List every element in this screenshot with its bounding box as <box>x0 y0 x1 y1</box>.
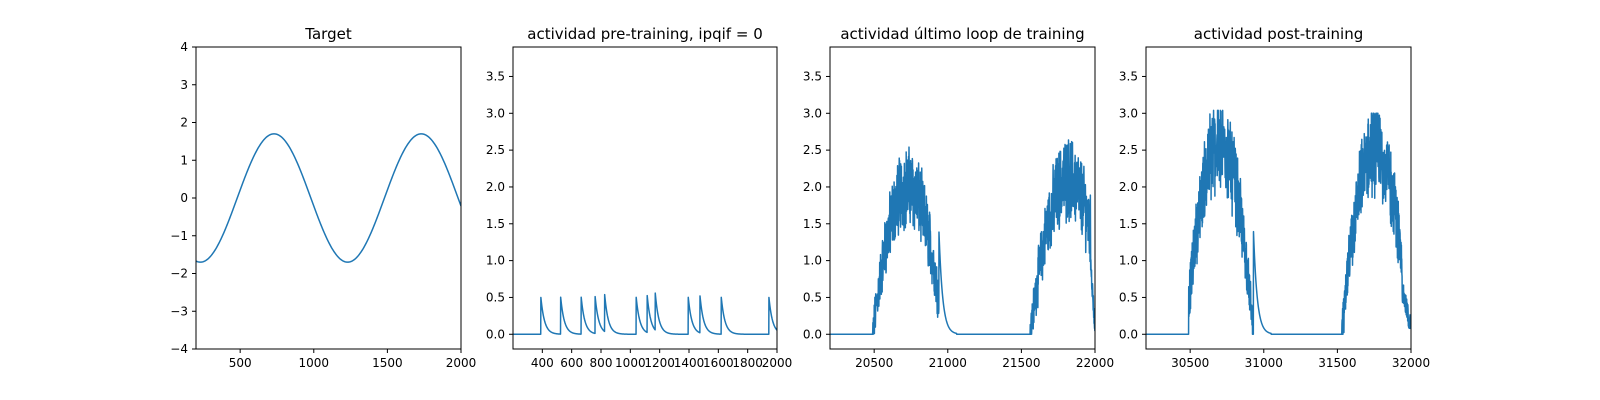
x-tick-label: 32000 <box>1392 356 1430 370</box>
series-line <box>196 133 461 263</box>
y-tick-label: 2.5 <box>486 143 505 157</box>
y-tick-label: 3 <box>180 78 188 92</box>
y-tick-label: 1.0 <box>486 254 505 268</box>
subplot-4: actividad post-training 30500 31000 31500 32… <box>1119 25 1430 370</box>
y-tick-label: 1 <box>180 153 188 167</box>
y-tick-label: 2.0 <box>803 180 822 194</box>
x-tick-label: 400 <box>531 356 554 370</box>
y-tick-label: −3 <box>170 304 188 318</box>
axes-frame <box>512 46 778 350</box>
series-line <box>513 292 777 336</box>
x-tick-label: 31000 <box>1245 356 1283 370</box>
y-tick-label: 0.5 <box>486 290 505 304</box>
axes-frame <box>195 46 462 350</box>
y-tick-label: 1.5 <box>803 217 822 231</box>
x-tick-label: 1200 <box>644 356 675 370</box>
y-tick-label: 1.0 <box>803 254 822 268</box>
subplot-title: actividad último loop de training <box>840 25 1084 43</box>
subplot-3: actividad último loop de training 20500 21… <box>803 25 1114 370</box>
subplot-title: Target <box>304 25 352 43</box>
x-tick-label: 21000 <box>929 356 967 370</box>
x-tick-label: 2000 <box>446 356 477 370</box>
y-tick-label: 3.0 <box>1119 106 1138 120</box>
x-tick-label: 600 <box>560 356 583 370</box>
y-tick-label: 2.5 <box>803 143 822 157</box>
y-tick-label: 0.5 <box>803 290 822 304</box>
y-tick-label: 2.5 <box>1119 143 1138 157</box>
x-tick-label: 21500 <box>1002 356 1040 370</box>
y-tick-label: 0.0 <box>1119 327 1138 341</box>
x-tick-label: 2000 <box>762 356 793 370</box>
y-tick-label: −1 <box>170 229 188 243</box>
y-tick-label: 0.0 <box>803 327 822 341</box>
y-tick-label: 2.0 <box>1119 180 1138 194</box>
subplot-2: actividad pre-training, ipqif = 0 400 600 8… <box>486 25 792 370</box>
axes-frame <box>829 46 1096 350</box>
y-tick-label: 3.0 <box>803 106 822 120</box>
y-tick-label: 2 <box>180 116 188 130</box>
series-line <box>1146 109 1411 336</box>
x-tick-label: 31500 <box>1318 356 1356 370</box>
y-tick-label: 1.5 <box>486 217 505 231</box>
y-tick-label: 2.0 <box>486 180 505 194</box>
x-tick-label: 1400 <box>674 356 705 370</box>
y-tick-label: 0.0 <box>486 327 505 341</box>
y-tick-label: 3.5 <box>803 69 822 83</box>
subplot-title: actividad pre-training, ipqif = 0 <box>527 25 763 43</box>
y-tick-label: 4 <box>180 40 188 54</box>
y-tick-label: 3.5 <box>1119 69 1138 83</box>
y-tick-label: 3.5 <box>486 69 505 83</box>
y-tick-label: 1.0 <box>1119 254 1138 268</box>
x-tick-label: 1500 <box>372 356 403 370</box>
y-tick-label: −4 <box>170 342 188 356</box>
x-tick-label: 1000 <box>615 356 646 370</box>
x-tick-label: 500 <box>229 356 252 370</box>
y-tick-label: −2 <box>170 267 188 281</box>
x-tick-label: 22000 <box>1076 356 1114 370</box>
x-tick-label: 1600 <box>703 356 734 370</box>
x-tick-label: 800 <box>590 356 613 370</box>
x-tick-label: 30500 <box>1171 356 1209 370</box>
y-tick-label: 1.5 <box>1119 217 1138 231</box>
y-tick-label: 0.5 <box>1119 290 1138 304</box>
x-tick-label: 1000 <box>299 356 330 370</box>
y-tick-label: 0 <box>180 191 188 205</box>
x-tick-label: 1800 <box>732 356 763 370</box>
series-line <box>830 139 1095 336</box>
subplot-title: actividad post-training <box>1194 25 1363 43</box>
x-tick-label: 20500 <box>855 356 893 370</box>
y-tick-label: 3.0 <box>486 106 505 120</box>
subplot-1: Target 500 1000 1500 2000 −4 −3 −2 −1 0 1 2 3 4 <box>170 25 476 370</box>
axes-frame <box>1145 46 1412 350</box>
